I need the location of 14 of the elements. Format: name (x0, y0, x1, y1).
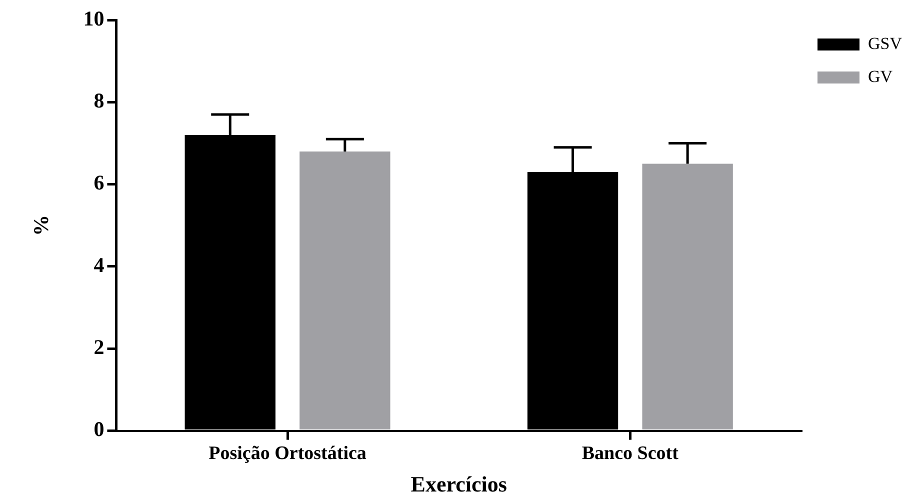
x-axis-title: Exercícios (410, 471, 508, 496)
legend-label: GSV (868, 34, 903, 53)
y-tick-label: 0 (94, 417, 104, 442)
bar (642, 164, 733, 430)
y-tick-label: 10 (83, 6, 104, 30)
y-tick-label: 2 (94, 335, 104, 360)
y-axis-title: % (29, 214, 54, 236)
x-tick-label: Banco Scott (582, 443, 680, 464)
y-tick-label: 4 (94, 252, 105, 277)
bar (300, 151, 390, 430)
x-tick-label: Posição Ortostática (208, 443, 367, 464)
y-tick-label: 6 (94, 170, 104, 195)
legend-label: GV (868, 66, 894, 86)
y-tick-label: 8 (94, 88, 104, 113)
